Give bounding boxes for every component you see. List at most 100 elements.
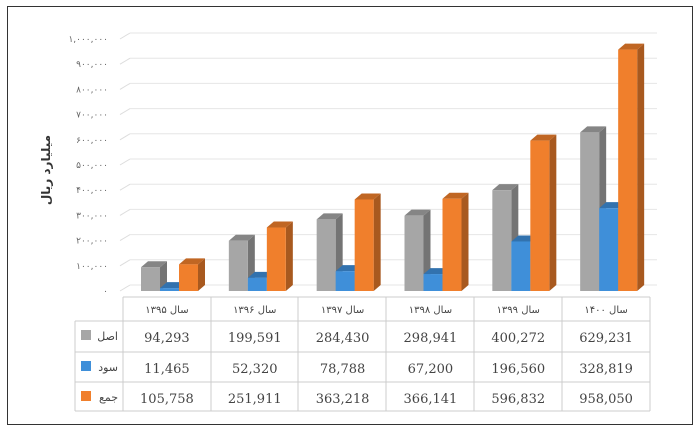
- bar-front: [530, 140, 550, 291]
- data-cell: 328,819: [579, 362, 633, 377]
- y-tick-label: ۸۰۰,۰۰۰: [76, 85, 108, 95]
- bar-2: [179, 258, 205, 291]
- data-cell: 284,430: [316, 331, 370, 346]
- data-cell: 105,758: [140, 392, 194, 407]
- gridline-depth: [119, 82, 131, 90]
- bar-front: [423, 274, 443, 291]
- bar-0: [141, 261, 167, 291]
- legend-swatch: [81, 391, 91, 401]
- y-tick-label: ۲۰۰,۰۰۰: [76, 237, 108, 247]
- data-cell: 67,200: [408, 362, 454, 377]
- data-cell: 251,911: [228, 392, 282, 407]
- y-tick-label: ۱,۰۰۰,۰۰۰: [68, 35, 108, 45]
- bar-2: [266, 221, 293, 291]
- bar-top: [618, 43, 645, 50]
- legend-label: جمع: [99, 391, 118, 404]
- bar-top: [354, 193, 381, 200]
- category-label: سال ۱۳۹۹: [497, 305, 540, 316]
- bar-2: [530, 134, 557, 291]
- bar-side: [549, 134, 557, 291]
- legend-swatch: [81, 330, 91, 340]
- data-cell: 196,560: [491, 362, 545, 377]
- bar-side: [198, 258, 205, 291]
- bar-front: [141, 267, 160, 291]
- y-tick-label: ۰: [103, 287, 108, 297]
- bar-top: [492, 184, 519, 191]
- bar-front: [511, 241, 531, 291]
- gridline-depth: [119, 208, 131, 216]
- bar-side: [285, 221, 293, 291]
- data-cell: 199,591: [228, 331, 282, 346]
- bar-front: [160, 288, 179, 291]
- bar-top: [442, 192, 469, 199]
- bar-top: [580, 126, 607, 133]
- y-tick-label: ۱۰۰,۰۰۰: [76, 262, 108, 272]
- bar-top: [266, 221, 293, 228]
- chart-frame: [7, 6, 693, 425]
- bar-0: [404, 209, 431, 291]
- y-tick-label: ۶۰۰,۰۰۰: [76, 136, 108, 146]
- bar-front: [492, 190, 512, 291]
- y-tick-label: ۵۰۰,۰۰۰: [76, 161, 108, 171]
- gridline-depth: [119, 234, 131, 242]
- bar-front: [354, 199, 374, 291]
- legend-swatch: [81, 361, 91, 371]
- y-tick-label: ۴۰۰,۰۰۰: [76, 186, 108, 196]
- bar-front: [228, 240, 248, 291]
- data-cell: 298,941: [404, 331, 458, 346]
- legend-label: سود: [98, 361, 118, 374]
- gridline-depth: [119, 133, 131, 141]
- data-cell: 52,320: [232, 362, 278, 377]
- bar-top: [141, 261, 167, 268]
- gridline-depth: [119, 183, 131, 191]
- y-tick-label: ۳۰۰,۰۰۰: [76, 211, 108, 221]
- bar-top: [404, 209, 431, 216]
- bar-front: [599, 208, 619, 291]
- legend-label: اصل: [97, 330, 118, 343]
- bar-2: [442, 192, 469, 291]
- bar-front: [618, 49, 638, 292]
- category-label: سال ۱۳۹۷: [321, 305, 364, 316]
- gridline-depth: [119, 158, 131, 166]
- bar-side: [160, 261, 167, 291]
- category-label: سال ۱۳۹۶: [233, 305, 276, 316]
- category-label: سال ۱۳۹۸: [409, 305, 452, 316]
- gridline-depth: [119, 32, 131, 40]
- bar-top: [316, 213, 343, 220]
- data-cell: 596,832: [491, 392, 545, 407]
- y-axis-label: میلیارد ریال: [39, 135, 53, 205]
- bar-side: [637, 43, 645, 292]
- category-label: سال ۱۴۰۰: [584, 305, 627, 316]
- y-tick-label: ۹۰۰,۰۰۰: [76, 60, 108, 70]
- bar-front: [335, 271, 355, 291]
- data-cell: 366,141: [404, 392, 458, 407]
- gridline-depth: [119, 57, 131, 65]
- category-label: سال ۱۳۹۵: [145, 305, 188, 316]
- data-cell: 400,272: [491, 331, 545, 346]
- data-cell: 94,293: [144, 331, 190, 346]
- bar-side: [373, 193, 381, 291]
- gridline-depth: [119, 284, 131, 292]
- bar-front: [316, 219, 336, 291]
- y-tick-label: ۷۰۰,۰۰۰: [76, 111, 108, 121]
- bar-front: [580, 132, 600, 291]
- bar-top: [228, 234, 255, 241]
- bar-2: [354, 193, 381, 291]
- bar-front: [179, 264, 198, 291]
- bar-front: [442, 198, 462, 291]
- data-cell: 11,465: [144, 362, 190, 377]
- data-cell: 363,218: [316, 392, 370, 407]
- bar-2: [618, 43, 645, 292]
- data-cell: 958,050: [579, 392, 633, 407]
- gridline-depth: [119, 259, 131, 267]
- bar-front: [266, 227, 286, 291]
- gridline-depth: [119, 108, 131, 116]
- bar-side: [461, 192, 469, 291]
- bar-top: [179, 258, 205, 265]
- bar-top: [530, 134, 557, 141]
- data-cell: 629,231: [579, 331, 633, 346]
- bar-front: [247, 277, 267, 291]
- bar-front: [404, 215, 424, 291]
